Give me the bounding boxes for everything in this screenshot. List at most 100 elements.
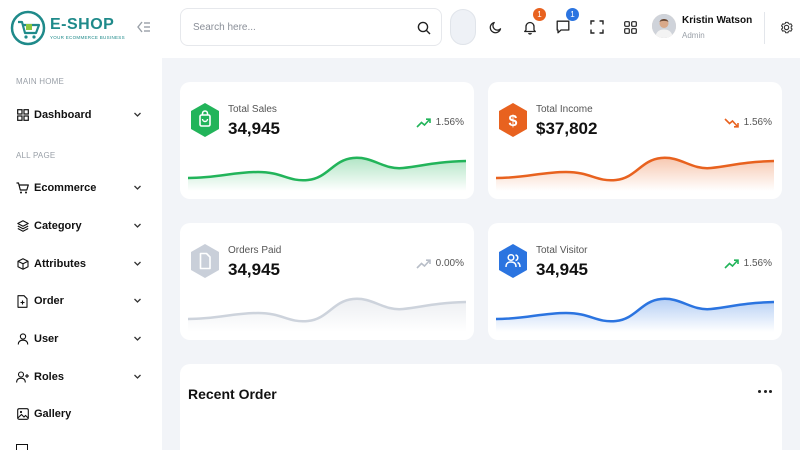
stat-label: Total Sales (228, 104, 277, 115)
brand-name: E-SHOP (50, 15, 115, 33)
stat-label: Total Income (536, 104, 593, 115)
sidebar-item-label: Roles (34, 371, 64, 383)
layers-icon (16, 220, 29, 233)
search-box (180, 8, 442, 46)
chat-icon (556, 20, 570, 34)
user-icon (16, 333, 29, 346)
stat-value: 34,945 (536, 260, 588, 279)
sidebar-item-partial-icon (16, 444, 28, 450)
stat-card-total-income: $ Total Income $37,802 1.56% (488, 82, 782, 199)
user-avatar-icon (652, 14, 676, 38)
stat-label: Orders Paid (228, 245, 282, 256)
trend-up-icon (416, 117, 431, 128)
sidebar-item-label: Ecommerce (34, 182, 97, 194)
stat-value: 34,945 (228, 260, 280, 279)
stat-change-value: 1.56% (743, 117, 772, 128)
chevron-down-icon (134, 112, 141, 117)
user-plus-icon (16, 371, 29, 384)
sidebar-item-category[interactable]: Category (16, 216, 144, 236)
brand-logo[interactable]: E-SHOP YOUR ECOMMERCE BUSINESS (10, 8, 150, 48)
collapse-sidebar-button[interactable] (136, 19, 152, 35)
collapse-icon (137, 21, 150, 33)
search-input[interactable] (193, 21, 403, 33)
box-icon (16, 258, 29, 271)
trend-up-icon (724, 258, 739, 269)
user-role: Admin (682, 31, 705, 40)
sidebar-item-label: User (34, 333, 59, 345)
stat-change: 1.56% (416, 117, 464, 128)
sidebar-item-roles[interactable]: Roles (16, 367, 144, 387)
more-options-button[interactable] (758, 387, 772, 395)
user-name[interactable]: Kristin Watson (682, 15, 753, 26)
section-label-main-home: MAIN HOME (16, 77, 65, 86)
sidebar-item-label: Attributes (34, 258, 86, 270)
orders-sparkline-chart (188, 297, 466, 332)
recent-order-title: Recent Order (188, 386, 277, 402)
sidebar-item-dashboard[interactable]: Dashboard (16, 105, 144, 125)
stat-value: 34,945 (228, 119, 280, 138)
trend-down-icon (724, 117, 739, 128)
stat-change: 0.00% (416, 258, 464, 269)
chevron-down-icon (134, 298, 141, 303)
chevron-down-icon (134, 374, 141, 379)
header-divider (764, 12, 765, 44)
sidebar-item-order[interactable]: Order (16, 291, 144, 311)
sidebar-item-label: Category (34, 220, 82, 232)
apps-grid-icon (623, 20, 637, 34)
sidebar-item-gallery[interactable]: Gallery (16, 404, 144, 424)
stat-card-orders-paid: Orders Paid 34,945 0.00% (180, 223, 474, 340)
theme-pill-button[interactable] (450, 9, 476, 45)
fullscreen-button[interactable] (587, 17, 607, 37)
grid-icon (16, 109, 29, 122)
sidebar: E-SHOP YOUR ECOMMERCE BUSINESS MAIN HOME… (0, 0, 162, 450)
notifications-button[interactable]: 1 (520, 8, 546, 37)
dot-icon (769, 389, 772, 393)
image-icon (16, 408, 29, 421)
messages-button[interactable]: 1 (553, 8, 579, 37)
logo-icon (10, 10, 46, 46)
stat-card-total-visitor: Total Visitor 34,945 1.56% (488, 223, 782, 340)
stat-change: 1.56% (724, 117, 772, 128)
search-icon[interactable] (417, 21, 431, 35)
shopping-bag-icon (191, 103, 219, 137)
sidebar-item-label: Dashboard (34, 109, 92, 121)
stat-change: 1.56% (724, 258, 772, 269)
bell-icon (524, 21, 536, 35)
chevron-down-icon (134, 261, 141, 266)
stat-value: $37,802 (536, 119, 598, 138)
section-label-all-page: ALL PAGE (16, 151, 56, 160)
sidebar-item-ecommerce[interactable]: Ecommerce (16, 178, 144, 198)
brand-tagline: YOUR ECOMMERCE BUSINESS (50, 34, 125, 40)
stat-label: Total Visitor (536, 245, 588, 256)
trend-flat-icon (416, 258, 431, 269)
recent-order-card: Recent Order (180, 364, 782, 450)
chevron-down-icon (134, 185, 141, 190)
cart-icon (16, 182, 29, 195)
users-icon (499, 244, 527, 278)
sidebar-item-user[interactable]: User (16, 329, 144, 349)
stat-change-value: 1.56% (435, 117, 464, 128)
income-sparkline-chart (496, 156, 774, 191)
messages-badge: 1 (566, 8, 579, 21)
file-plus-icon (16, 294, 29, 308)
apps-button[interactable] (620, 17, 640, 37)
stat-change-value: 1.56% (743, 258, 772, 269)
chevron-down-icon (134, 336, 141, 341)
sales-sparkline-chart (188, 156, 466, 191)
dollar-icon: $ (499, 103, 527, 137)
file-icon (191, 244, 219, 278)
dark-mode-button[interactable] (486, 17, 506, 37)
sidebar-item-label: Order (34, 295, 64, 307)
top-header: 1 1 Kristin Watson Admin (162, 0, 800, 58)
avatar[interactable] (652, 14, 676, 38)
gear-icon (780, 21, 793, 33)
notification-badge: 1 (533, 8, 546, 21)
chevron-down-icon (134, 223, 141, 228)
sidebar-item-attributes[interactable]: Attributes (16, 254, 144, 274)
visitor-sparkline-chart (496, 297, 774, 332)
sidebar-item-label: Gallery (34, 408, 72, 420)
svg-text:$: $ (509, 113, 518, 130)
fullscreen-icon (590, 20, 604, 34)
settings-button[interactable] (776, 17, 796, 37)
dot-icon (763, 389, 767, 393)
